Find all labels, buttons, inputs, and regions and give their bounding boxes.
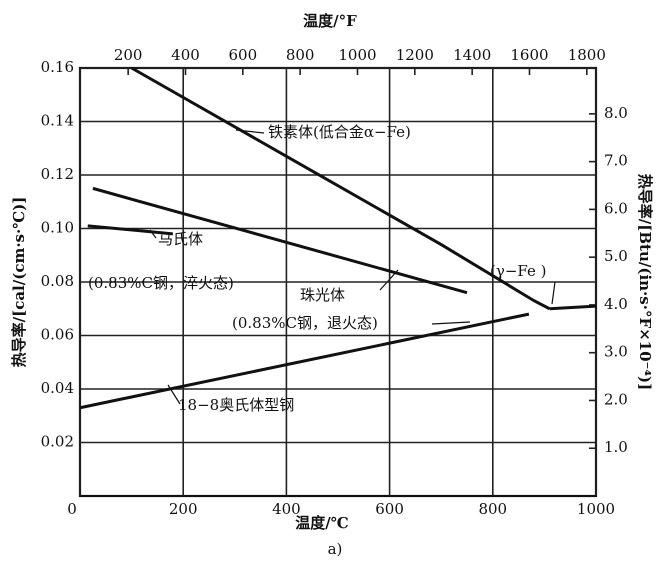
x-tick-label: 800 bbox=[478, 500, 507, 518]
y-tick-label: 0.08 bbox=[41, 272, 74, 290]
x2-tick-label: 800 bbox=[286, 46, 315, 64]
series-label: 马氏体 bbox=[158, 230, 203, 248]
x2-tick-label: 1200 bbox=[396, 46, 434, 64]
data-line bbox=[87, 224, 174, 236]
x-tick-label: 400 bbox=[272, 500, 301, 518]
y2-tick-label: 2.0 bbox=[604, 390, 628, 408]
data-line bbox=[79, 312, 530, 410]
x2-tick-label: 200 bbox=[114, 46, 143, 64]
data-line bbox=[130, 66, 551, 311]
y-tick-label: 0.12 bbox=[41, 165, 74, 183]
y2-tick-label: 7.0 bbox=[604, 152, 628, 170]
y2-tick-label: 5.0 bbox=[604, 247, 628, 265]
x-tick-label: 1000 bbox=[577, 500, 615, 518]
y-tick-label: 0.06 bbox=[41, 326, 74, 344]
series-label: (γ−Fe ) bbox=[490, 262, 546, 280]
caption: a) bbox=[328, 540, 343, 558]
x-axis-title: 温度/℃ bbox=[295, 514, 348, 532]
annotation: (0.83%C钢，退火态) bbox=[232, 314, 378, 332]
leader-line bbox=[431, 321, 471, 325]
x2-tick-label: 600 bbox=[229, 46, 258, 64]
leader-line bbox=[551, 281, 556, 305]
x-tick-label: 600 bbox=[375, 500, 404, 518]
x2-tick-label: 1600 bbox=[510, 46, 548, 64]
x-tick-label: 200 bbox=[169, 500, 198, 518]
x2-tick-label: 400 bbox=[171, 46, 200, 64]
y2-tick-label: 1.0 bbox=[604, 438, 628, 456]
y2-tick-label: 4.0 bbox=[604, 295, 628, 313]
y2-tick-label: 8.0 bbox=[604, 104, 628, 122]
y-tick-label: 0.10 bbox=[41, 219, 74, 237]
data-line bbox=[92, 186, 468, 295]
series-label: 18−8奥氏体型钢 bbox=[178, 396, 294, 414]
series-label: 珠光体 bbox=[300, 286, 345, 304]
x2-tick-label: 1800 bbox=[568, 46, 606, 64]
y2-axis-title: 热导率/[Btu/(in·s·°F×10⁻⁴)] bbox=[636, 174, 654, 390]
y-axis-title: 热导率/[cal/(cm·s·℃)] bbox=[10, 197, 28, 368]
y-tick-label: 0.14 bbox=[41, 112, 74, 130]
annotation: (0.83%C钢，淬火态) bbox=[88, 274, 234, 292]
x-tick-label: 0 bbox=[67, 500, 77, 518]
data-line bbox=[549, 304, 597, 311]
y2-tick-label: 3.0 bbox=[604, 343, 628, 361]
x2-tick-label: 1400 bbox=[453, 46, 491, 64]
series-label: 铁素体(低合金α−Fe) bbox=[268, 123, 411, 141]
y-tick-label: 0.16 bbox=[41, 58, 74, 76]
x2-axis-title: 温度/°F bbox=[303, 12, 357, 30]
y-tick-label: 0.02 bbox=[41, 433, 74, 451]
y2-tick-label: 6.0 bbox=[604, 199, 628, 217]
y-tick-label: 0.04 bbox=[41, 379, 74, 397]
x2-tick-label: 1000 bbox=[338, 46, 376, 64]
